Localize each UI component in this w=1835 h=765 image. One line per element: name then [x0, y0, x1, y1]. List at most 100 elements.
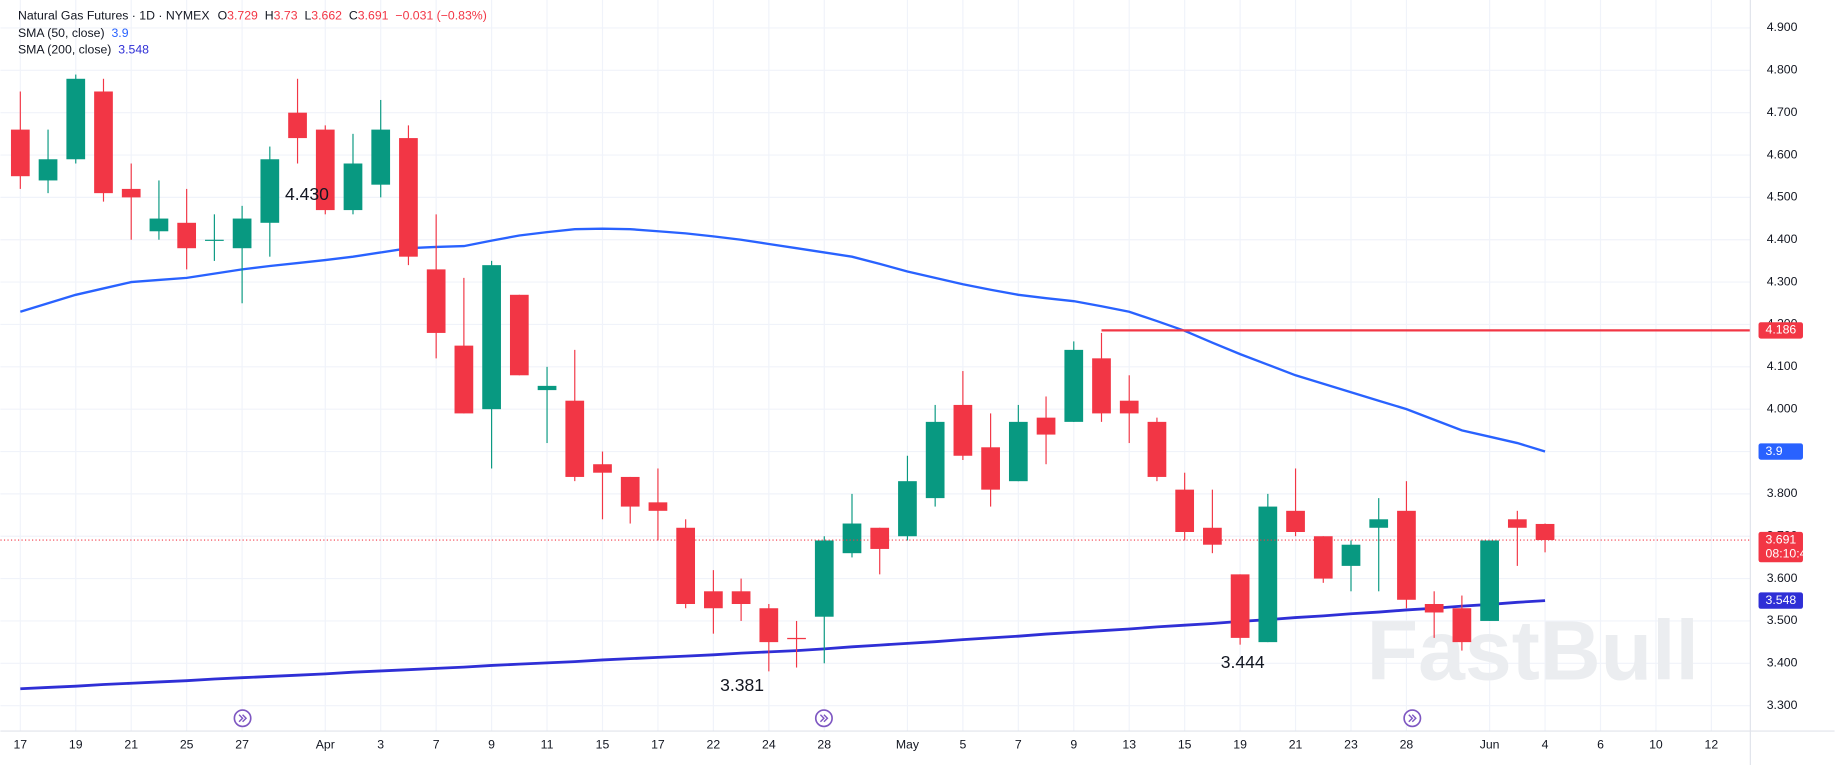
header: Natural Gas Futures · 1D · NYMEX O3.729 … — [18, 9, 487, 23]
y-tick-label: 4.800 — [1767, 63, 1798, 77]
ohlc-label: H — [265, 9, 274, 23]
candle-body — [288, 112, 307, 139]
x-tick-label: 23 — [1344, 737, 1358, 751]
candle-body — [1175, 489, 1195, 533]
x-tick-label: 21 — [1289, 737, 1303, 751]
y-tick-label: 4.400 — [1767, 232, 1798, 246]
x-tick-label: 22 — [707, 737, 721, 751]
ohlc-label: O — [218, 9, 228, 23]
legend-value: 3.9 — [111, 26, 128, 40]
candle-body — [1258, 506, 1278, 643]
y-tick-label: 4.600 — [1767, 147, 1798, 161]
event-icon[interactable] — [233, 709, 252, 728]
ohlc-value: 3.729 — [227, 9, 258, 23]
ohlc-value: 3.662 — [311, 9, 342, 23]
candle-body — [1230, 574, 1250, 638]
candle-body — [925, 421, 945, 499]
ohlc-value: 3.73 — [274, 9, 298, 23]
candle-body — [1480, 540, 1499, 621]
candle-body — [343, 163, 363, 211]
x-tick-label: 15 — [596, 737, 610, 751]
candle-body — [787, 637, 806, 640]
x-tick-label: 5 — [959, 737, 966, 751]
y-tick-label: 3.800 — [1767, 486, 1798, 500]
candle-body — [232, 218, 252, 249]
y-tick-label: 4.100 — [1767, 359, 1798, 373]
candle-body — [1452, 608, 1472, 643]
legend-name: SMA (50, close) — [18, 26, 105, 40]
legend: Natural Gas Futures · 1D · NYMEX O3.729 … — [18, 9, 487, 57]
candle-body — [94, 91, 113, 194]
x-tick-label: 21 — [124, 737, 138, 751]
y-tick-label: 3.300 — [1767, 698, 1798, 712]
candle-body — [814, 540, 834, 617]
candle-body — [10, 129, 30, 177]
candle-body — [981, 447, 1000, 490]
legend-name: SMA (200, close) — [18, 43, 111, 57]
candle-body — [870, 527, 890, 549]
x-tick-label: 11 — [541, 737, 554, 751]
event-icon[interactable] — [814, 709, 833, 728]
annotation: 3.381 — [720, 675, 764, 695]
candle-body — [704, 591, 723, 609]
candle-body — [1424, 604, 1444, 613]
candle-body — [1535, 523, 1555, 541]
x-tick-label: 13 — [1122, 737, 1136, 751]
x-tick-label: 12 — [1705, 737, 1719, 751]
y-tick-label: 4.700 — [1767, 105, 1798, 119]
candle-body — [426, 269, 446, 333]
candle-body — [1369, 519, 1389, 528]
candle-body — [1507, 519, 1527, 528]
candle-body — [898, 481, 917, 537]
price-tag-label: 4.186 — [1766, 323, 1797, 337]
candle-body — [38, 159, 58, 181]
legend-entry[interactable]: SMA (200, close) 3.548 — [18, 43, 149, 57]
y-tick-label: 4.900 — [1767, 20, 1798, 34]
candle-body — [1203, 527, 1222, 545]
candle-body — [1036, 417, 1056, 435]
candle-body — [1119, 400, 1139, 414]
x-tick-label: 28 — [1400, 737, 1414, 751]
candle-body — [482, 265, 501, 410]
candle-body — [731, 591, 751, 605]
y-tick-label: 4.500 — [1767, 190, 1798, 204]
candle-body — [1286, 510, 1305, 533]
candle-body — [371, 129, 391, 185]
legend-value: 3.548 — [118, 43, 149, 57]
x-tick-label: 4 — [1542, 737, 1549, 751]
candle-body — [177, 222, 197, 249]
x-tick-label: 27 — [235, 737, 249, 751]
price-tag — [1758, 322, 1803, 339]
sma-line — [19, 227, 1546, 453]
event-icon[interactable] — [1403, 709, 1422, 728]
price-tag — [1758, 592, 1803, 609]
x-tick-label: 25 — [180, 737, 194, 751]
price-tag — [1758, 443, 1803, 460]
x-tick-label: 10 — [1649, 737, 1663, 751]
y-tick-label: 3.500 — [1767, 613, 1798, 627]
legend-entry[interactable]: SMA (50, close) 3.9 — [18, 26, 129, 40]
change: −0.031 (−0.83%) — [395, 9, 486, 23]
candle-body — [260, 159, 280, 223]
candle-body — [66, 78, 86, 160]
x-tick-label: 9 — [488, 737, 495, 751]
x-tick-label: 17 — [651, 737, 665, 751]
candle-body — [149, 218, 169, 232]
price-tag-label: 3.548 — [1766, 593, 1797, 607]
ohlc-label: C — [349, 9, 358, 23]
candle-body — [759, 608, 779, 643]
candle-body — [315, 129, 335, 211]
candle-body — [399, 138, 418, 257]
y-tick-label: 3.600 — [1767, 571, 1798, 585]
candle-body — [121, 188, 141, 198]
candle-body — [1008, 421, 1028, 482]
x-tick-label: 15 — [1178, 737, 1192, 751]
event-icons — [233, 709, 1422, 728]
y-tick-label: 4.000 — [1767, 401, 1798, 415]
y-tick-label: 4.300 — [1767, 274, 1798, 288]
x-tick-label: 7 — [1015, 737, 1022, 751]
annotation: 4.430 — [285, 184, 329, 204]
candle-body — [593, 464, 612, 473]
x-tick-label: 24 — [762, 737, 776, 751]
